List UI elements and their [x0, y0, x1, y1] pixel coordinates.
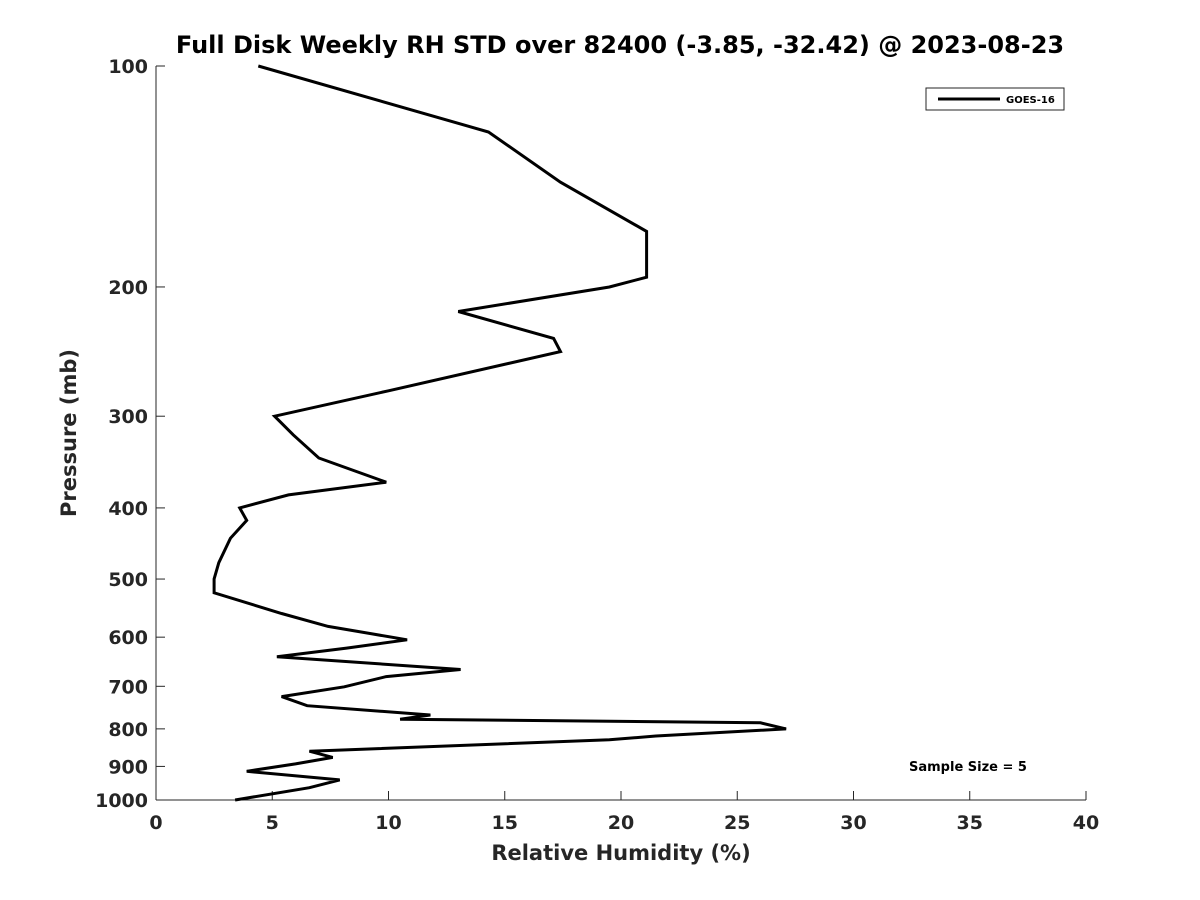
y-tick-label: 600 [108, 627, 148, 649]
y-tick-label: 1000 [95, 790, 148, 812]
sample-size-annotation: Sample Size = 5 [909, 760, 1027, 775]
x-tick-label: 40 [1073, 812, 1099, 834]
x-tick-label: 15 [492, 812, 518, 834]
y-axis-label: Pressure (mb) [57, 349, 81, 517]
x-tick-label: 0 [149, 812, 162, 834]
y-tick-label: 200 [108, 277, 148, 299]
y-tick-label: 700 [108, 676, 148, 698]
legend-label: GOES-16 [1006, 95, 1055, 106]
x-tick-label: 25 [724, 812, 750, 834]
x-ticks: 0 5 10 15 20 25 30 35 40 [149, 791, 1099, 834]
y-tick-label: 500 [108, 569, 148, 591]
y-ticks: 100 200 300 400 500 600 700 800 900 1000 [95, 56, 165, 812]
y-tick-label: 300 [108, 406, 148, 428]
legend: GOES-16 [925, 87, 1065, 111]
y-tick-label: 900 [108, 756, 148, 778]
x-tick-label: 10 [375, 812, 401, 834]
y-tick-label: 400 [108, 498, 148, 520]
x-axis-label: Relative Humidity (%) [491, 841, 750, 865]
x-tick-label: 20 [608, 812, 634, 834]
chart-title: Full Disk Weekly RH STD over 82400 (-3.8… [176, 31, 1064, 59]
series-line-goes-16 [212, 64, 787, 802]
x-tick-label: 30 [840, 812, 866, 834]
x-tick-label: 35 [957, 812, 983, 834]
y-tick-label: 800 [108, 719, 148, 741]
y-tick-label: 100 [108, 56, 148, 78]
x-tick-label: 5 [266, 812, 279, 834]
